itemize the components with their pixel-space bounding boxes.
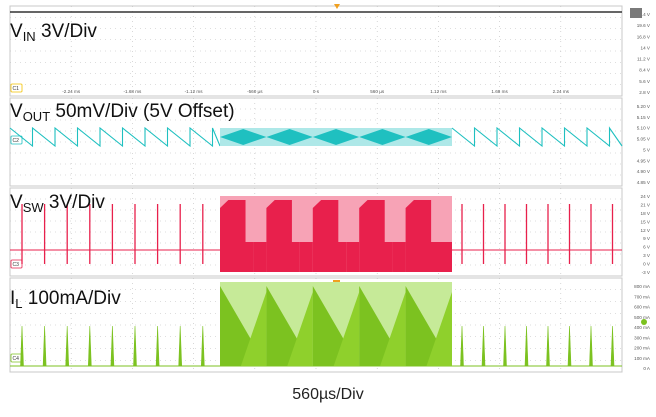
il-pulse (567, 325, 572, 367)
time-axis-label: 560 µs (370, 89, 385, 94)
scale-label: 700 mA (634, 294, 651, 299)
scale-label: 5.05 V (637, 137, 651, 142)
vsw-burst-low (253, 242, 267, 272)
il-burst-ramp (240, 292, 267, 366)
channel-badge-text: C3 (13, 262, 20, 268)
scale-label: 4.85 V (637, 180, 651, 185)
scale-label: 5.6 V (639, 79, 651, 84)
il-pulse (546, 325, 550, 367)
vsw-burst-pulse (220, 200, 254, 272)
scale-label: 22.4 V (637, 12, 651, 17)
scale-label: 15 V (641, 219, 651, 224)
time-axis-label: 2.24 ms (553, 89, 570, 94)
time-axis-label: -1.68 ms (123, 89, 142, 94)
il-pulse (42, 325, 47, 367)
scale-label: 800 mA (634, 284, 651, 289)
scale-label: 400 mA (634, 325, 651, 330)
vout-burst-ripple (220, 129, 452, 145)
time-axis-label: -560 µs (247, 89, 263, 94)
il-pulse (178, 325, 182, 367)
scale-label: 300 mA (634, 335, 651, 340)
channel-3-label: VSW 3V/Div (10, 192, 105, 215)
channel-badge (10, 83, 23, 93)
scale-label: 500 mA (634, 315, 651, 320)
channel-badge-text: C4 (13, 356, 20, 362)
vsw-burst-pulse (266, 200, 300, 272)
scale-label: 12 V (641, 228, 651, 233)
vout-trace (451, 126, 623, 148)
channel-badge (10, 135, 23, 145)
il-pulse (20, 325, 24, 367)
il-burst-ramp (426, 292, 452, 366)
vsw-burst-pulse (405, 200, 440, 272)
time-axis-label: 0 s (313, 89, 320, 94)
channel-1-label: VIN 3V/Div (10, 21, 97, 44)
scale-label: 4.95 V (637, 158, 651, 163)
il-pulse (589, 325, 593, 367)
vsw-burst-pulse (312, 200, 347, 272)
scale-label: 600 mA (634, 305, 651, 310)
il-pulse (110, 325, 115, 367)
il-pulse (155, 325, 160, 367)
scale-label: 4.90 V (637, 169, 651, 174)
scale-label: 24 V (641, 194, 651, 199)
timebase-label: 560µs/Div (292, 386, 364, 403)
il-pulse (201, 325, 205, 367)
il-pulse (610, 325, 615, 367)
scale-label: 5.15 V (637, 115, 651, 120)
scale-label: 16.8 V (637, 34, 651, 39)
scale-label: 19.6 V (637, 23, 651, 28)
scale-label: 200 mA (634, 346, 651, 351)
scale-label: 18 V (641, 211, 651, 216)
il-pulse (65, 325, 69, 367)
channel-4-label: IL 100mA/Div (10, 288, 121, 311)
il-pulse (460, 325, 464, 367)
scale-label: 5.10 V (637, 126, 651, 131)
il-burst-ramp (333, 292, 360, 366)
scale-label: 8.4 V (639, 68, 651, 73)
scale-label: 14 V (641, 45, 651, 50)
il-pulse (503, 325, 507, 367)
scale-label: 5 V (643, 147, 651, 152)
vsw-burst-low (392, 242, 406, 272)
scale-label: 2.8 V (639, 90, 651, 95)
channel-badge-text: C1 (13, 86, 20, 92)
scale-label: 100 mA (634, 356, 651, 361)
il-pulse (524, 325, 529, 367)
vsw-burst-pulse (359, 200, 393, 272)
trigger-marker (334, 4, 340, 9)
channel-2-label: VOUT 50mV/Div (5V Offset) (10, 101, 235, 124)
scale-label: 5.20 V (637, 104, 651, 109)
il-burst-ramp (287, 292, 313, 366)
scale-label: 0 V (643, 262, 651, 267)
il-pulse (133, 325, 137, 367)
il-pulse (481, 325, 486, 367)
scale-label: -3 V (642, 270, 651, 275)
time-axis-label: 1.12 ms (430, 89, 447, 94)
scale-label: 9 V (643, 236, 651, 241)
il-burst-ramp (380, 292, 406, 366)
time-axis-label: -2.24 ms (62, 89, 81, 94)
scope-status-icon (630, 8, 642, 18)
vsw-burst-low (439, 242, 452, 272)
scale-label: 0 A (643, 366, 651, 371)
channel-offset-marker (641, 319, 647, 325)
scale-label: 21 V (641, 202, 651, 207)
vout-trace (9, 126, 221, 148)
vsw-burst-low (346, 242, 360, 272)
vsw-burst-low (299, 242, 313, 272)
il-pulse (88, 325, 92, 367)
scale-label: 11.2 V (637, 57, 651, 62)
scale-label: 3 V (643, 253, 651, 258)
scale-label: 6 V (643, 245, 651, 250)
channel-badge-text: C2 (13, 138, 20, 144)
time-axis-label: 1.68 ms (491, 89, 508, 94)
oscilloscope-capture: 22.4 V 19.6 V 16.8 V 14 V 11.2 V 8.4 V 5.6 V 2.… (9, 4, 651, 373)
time-axis-label: -1.12 ms (185, 89, 204, 94)
